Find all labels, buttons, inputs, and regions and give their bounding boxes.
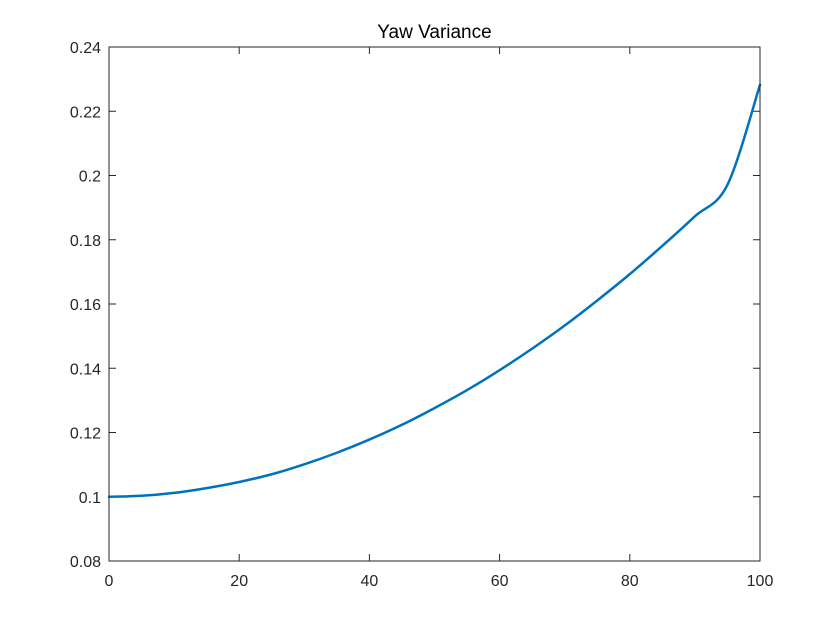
y-tick-label: 0.14 xyxy=(70,361,101,378)
chart-title: Yaw Variance xyxy=(377,22,491,43)
y-tick-label: 0.16 xyxy=(70,297,101,314)
plot-frame xyxy=(108,46,761,562)
plot-area xyxy=(109,47,760,561)
x-tick-label: 40 xyxy=(361,573,379,590)
y-tick-label: 0.22 xyxy=(70,104,101,121)
x-tick-label: 0 xyxy=(105,573,114,590)
x-tick-label: 60 xyxy=(491,573,509,590)
x-tick-label: 100 xyxy=(747,573,774,590)
x-tick-label: 80 xyxy=(621,573,639,590)
tick-label-group: 0 20 40 60 80 100 0.08 0.1 0.12 0.14 0.16 0.18 0.2 0.… xyxy=(70,40,774,590)
y-tick-label: 0.2 xyxy=(79,169,101,186)
y-tick-label: 0.24 xyxy=(70,40,101,57)
y-tick-label: 0.18 xyxy=(70,233,101,250)
y-tick-label: 0.08 xyxy=(70,554,101,571)
series-line xyxy=(107,83,762,498)
y-tick-label: 0.12 xyxy=(70,426,101,443)
x-tick-label: 20 xyxy=(230,573,248,590)
y-tick-label: 0.1 xyxy=(79,490,101,507)
